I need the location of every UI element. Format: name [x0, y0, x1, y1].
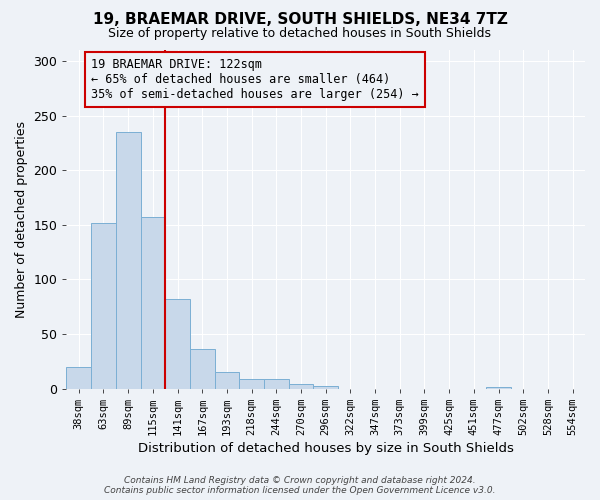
- Text: Contains HM Land Registry data © Crown copyright and database right 2024.
Contai: Contains HM Land Registry data © Crown c…: [104, 476, 496, 495]
- Y-axis label: Number of detached properties: Number of detached properties: [15, 121, 28, 318]
- Text: 19, BRAEMAR DRIVE, SOUTH SHIELDS, NE34 7TZ: 19, BRAEMAR DRIVE, SOUTH SHIELDS, NE34 7…: [92, 12, 508, 28]
- Bar: [91, 222, 116, 388]
- X-axis label: Distribution of detached houses by size in South Shields: Distribution of detached houses by size …: [138, 442, 514, 455]
- Bar: [264, 378, 289, 388]
- Bar: [239, 378, 264, 388]
- Bar: [313, 386, 338, 388]
- Bar: [289, 384, 313, 388]
- Bar: [215, 372, 239, 388]
- Bar: [140, 217, 165, 388]
- Text: 19 BRAEMAR DRIVE: 122sqm
← 65% of detached houses are smaller (464)
35% of semi-: 19 BRAEMAR DRIVE: 122sqm ← 65% of detach…: [91, 58, 419, 100]
- Bar: [67, 366, 91, 388]
- Bar: [190, 349, 215, 389]
- Bar: [165, 299, 190, 388]
- Bar: [116, 132, 140, 388]
- Text: Size of property relative to detached houses in South Shields: Size of property relative to detached ho…: [109, 28, 491, 40]
